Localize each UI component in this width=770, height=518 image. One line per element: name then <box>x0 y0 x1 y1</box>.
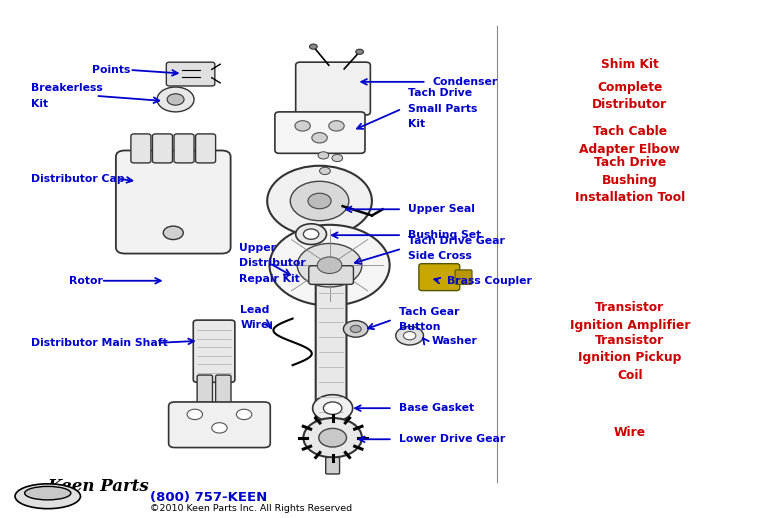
Text: (800) 757-KEEN: (800) 757-KEEN <box>150 491 267 504</box>
Text: Upper: Upper <box>239 242 276 253</box>
Circle shape <box>303 229 319 239</box>
Text: Upper Seal: Upper Seal <box>408 204 475 214</box>
Text: Repair Kit: Repair Kit <box>239 274 300 284</box>
Circle shape <box>157 87 194 112</box>
Circle shape <box>356 49 363 54</box>
Text: Bushing: Bushing <box>602 174 658 187</box>
FancyBboxPatch shape <box>169 402 270 448</box>
FancyBboxPatch shape <box>309 266 353 284</box>
Circle shape <box>318 152 329 159</box>
Circle shape <box>403 332 416 340</box>
Text: Ignition Pickup: Ignition Pickup <box>578 351 681 365</box>
Text: Complete: Complete <box>598 80 662 94</box>
Circle shape <box>350 325 361 333</box>
Text: Condenser: Condenser <box>433 77 498 87</box>
Circle shape <box>329 121 344 131</box>
FancyBboxPatch shape <box>152 134 172 163</box>
Text: Button: Button <box>399 322 440 333</box>
FancyBboxPatch shape <box>116 151 231 254</box>
Circle shape <box>308 193 331 209</box>
FancyBboxPatch shape <box>197 375 213 403</box>
Circle shape <box>212 423 227 433</box>
Circle shape <box>236 409 252 420</box>
Circle shape <box>290 181 349 221</box>
Circle shape <box>310 44 317 49</box>
Text: Distributor Cap: Distributor Cap <box>31 174 125 184</box>
FancyBboxPatch shape <box>419 264 460 291</box>
Circle shape <box>267 166 372 236</box>
Text: Kit: Kit <box>408 119 425 130</box>
Text: Small Parts: Small Parts <box>408 104 477 114</box>
Circle shape <box>332 154 343 162</box>
Circle shape <box>323 402 342 414</box>
Text: Tach Gear: Tach Gear <box>399 307 460 317</box>
Circle shape <box>270 225 390 306</box>
Text: Points: Points <box>92 65 131 75</box>
Text: ©2010 Keen Parts Inc. All Rights Reserved: ©2010 Keen Parts Inc. All Rights Reserve… <box>150 504 352 513</box>
Text: Coil: Coil <box>617 369 643 382</box>
FancyBboxPatch shape <box>296 62 370 115</box>
Circle shape <box>343 321 368 337</box>
Circle shape <box>317 257 342 274</box>
Circle shape <box>163 226 183 239</box>
FancyBboxPatch shape <box>455 270 472 284</box>
FancyBboxPatch shape <box>316 275 346 435</box>
Text: Distributor: Distributor <box>239 258 306 268</box>
Circle shape <box>187 409 203 420</box>
Text: Ignition Amplifier: Ignition Amplifier <box>570 319 690 332</box>
Ellipse shape <box>15 484 81 509</box>
Text: Installation Tool: Installation Tool <box>574 191 685 205</box>
Circle shape <box>297 243 362 287</box>
Text: Distributor: Distributor <box>592 98 668 111</box>
Circle shape <box>312 133 327 143</box>
Circle shape <box>295 121 310 131</box>
Text: Lead: Lead <box>240 305 270 315</box>
Text: Breakerless: Breakerless <box>31 83 102 93</box>
Text: Adapter Elbow: Adapter Elbow <box>579 142 681 156</box>
Circle shape <box>313 395 353 422</box>
Circle shape <box>303 418 362 457</box>
Circle shape <box>296 224 326 244</box>
Text: Bushing Set: Bushing Set <box>408 230 481 240</box>
Circle shape <box>167 94 184 105</box>
FancyBboxPatch shape <box>275 112 365 153</box>
Circle shape <box>320 167 330 175</box>
Text: Wire: Wire <box>240 320 269 330</box>
FancyBboxPatch shape <box>196 134 216 163</box>
Text: Rotor: Rotor <box>69 276 103 286</box>
FancyBboxPatch shape <box>216 375 231 403</box>
FancyBboxPatch shape <box>166 62 215 86</box>
Circle shape <box>396 326 424 345</box>
Text: Distributor Main Shaft: Distributor Main Shaft <box>31 338 168 348</box>
Text: Shim Kit: Shim Kit <box>601 58 659 71</box>
Text: Brass Coupler: Brass Coupler <box>447 276 531 286</box>
FancyBboxPatch shape <box>326 457 340 474</box>
FancyBboxPatch shape <box>174 134 194 163</box>
Text: Tach Drive Gear: Tach Drive Gear <box>408 236 505 246</box>
Text: Tach Drive: Tach Drive <box>408 88 472 98</box>
Text: Base Gasket: Base Gasket <box>399 403 474 413</box>
Text: Transistor: Transistor <box>595 301 665 314</box>
FancyBboxPatch shape <box>131 134 151 163</box>
FancyBboxPatch shape <box>193 320 235 382</box>
Text: Tach Cable: Tach Cable <box>593 125 667 138</box>
Text: Tach Drive: Tach Drive <box>594 156 666 169</box>
Text: Side Cross: Side Cross <box>408 251 472 262</box>
Text: Wire: Wire <box>614 426 646 439</box>
Text: Keen Parts: Keen Parts <box>48 479 149 495</box>
Circle shape <box>319 428 346 447</box>
Text: Kit: Kit <box>31 98 48 109</box>
Text: Transistor: Transistor <box>595 334 665 347</box>
Ellipse shape <box>25 486 71 500</box>
Text: Washer: Washer <box>431 336 477 346</box>
Text: Lower Drive Gear: Lower Drive Gear <box>399 434 505 444</box>
